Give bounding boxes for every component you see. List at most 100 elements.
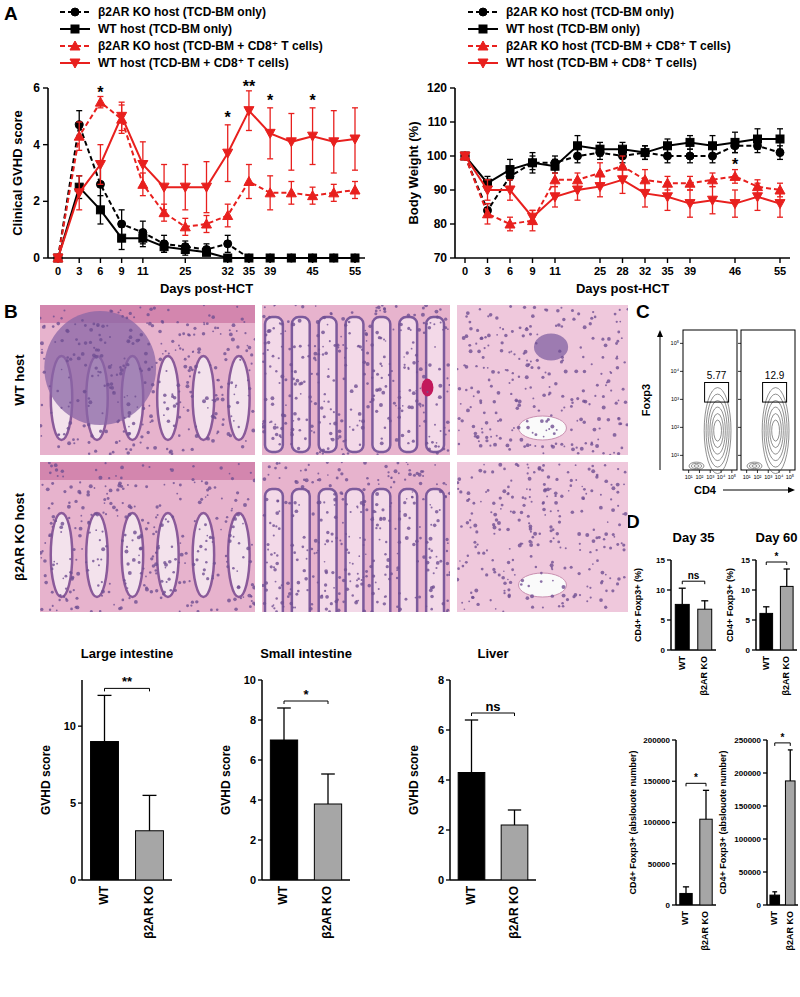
tissue-detail [490,385,493,388]
tissue-detail [358,345,360,347]
tissue-detail [207,494,209,496]
tissue-detail [550,563,554,567]
tissue-detail [267,543,270,546]
tissue-detail [617,505,619,507]
tissue-detail [585,493,587,495]
tissue-detail [627,308,628,311]
tissue-detail [475,343,477,345]
tissue-detail [317,353,320,356]
tissue-detail [527,585,530,588]
tissue-detail [148,405,150,407]
tissue-detail [601,580,604,583]
tissue-detail [104,341,106,343]
tissue-detail [278,357,280,359]
tissue-detail [159,504,162,507]
tissue-detail [231,338,235,342]
tissue-detail [419,526,421,528]
figure: ABCDWT hostβ2AR KO host02460369112532353… [0,0,800,997]
tissue-detail [40,551,43,555]
tissue-detail [322,346,324,348]
tissue-detail [388,520,391,523]
tissue-detail [128,504,132,508]
tissue-detail [379,403,383,407]
tissue-detail [324,583,327,586]
tissue-detail [617,577,621,581]
tissue-detail [560,443,563,446]
tissue-detail [506,369,508,371]
tissue-detail [570,566,573,569]
tissue-detail [529,543,533,547]
tissue-detail [390,502,392,504]
tissue-detail [88,400,92,404]
tissue-detail [605,574,607,576]
tissue-detail [425,541,428,544]
tissue-detail [373,395,376,398]
tissue-detail [348,321,351,324]
tissue-detail [348,332,350,334]
tissue-detail [371,398,375,402]
tissue-detail [418,473,422,477]
tissue-detail [235,386,237,388]
tissue-detail [156,546,160,550]
tissue-detail [202,573,205,576]
tissue-detail [319,451,321,453]
tissue-detail [149,308,153,312]
error-cap [119,226,125,227]
tissue-detail [80,515,82,517]
tissue-detail [79,492,82,495]
tissue-detail [376,601,379,604]
tissue-detail [288,394,291,397]
tissue-detail [178,390,180,392]
tissue-detail [206,535,208,537]
tissue-detail [237,585,240,588]
tissue-detail [590,596,592,598]
tissue-detail [295,593,298,596]
tissue-detail [363,538,366,541]
tissue-detail [326,531,329,534]
tissue-detail [422,375,426,379]
tissue-detail [63,490,66,493]
tissue-detail [376,523,379,526]
tissue-detail [551,445,553,447]
tissue-detail [470,526,472,528]
tissue-detail [559,515,562,518]
tissue-detail [499,496,502,499]
tissue-detail [528,522,530,524]
plot-area [53,91,360,263]
tissue-detail [357,573,359,575]
tissue-detail [115,441,118,444]
tissue-detail [602,356,605,359]
tissue-detail [372,510,375,513]
tissue-detail [308,345,310,347]
tissue-detail [344,357,346,359]
tissue-detail [226,516,228,518]
tissue-detail [420,387,422,389]
tissue-detail [48,507,50,509]
tissue-detail [561,356,564,359]
tissue-detail [46,487,50,491]
tissue-detail [178,561,180,563]
tissue-detail [406,351,409,354]
tissue-detail [359,537,361,539]
tissue-detail [468,321,471,324]
tissue-detail [580,346,582,348]
tissue-detail [520,511,523,514]
tissue-detail [117,401,119,403]
tissue-detail [365,508,368,511]
tissue-detail [616,582,619,585]
tissue-detail [476,435,480,439]
tissue-detail [583,370,586,373]
tissue-detail [597,417,601,421]
tissue-detail [290,588,292,590]
tissue-detail [624,361,626,363]
tissue-detail [342,453,345,455]
tissue-detail [590,317,593,320]
y-tick-label: 4 [33,138,40,152]
tissue-detail [385,385,388,388]
point [181,246,189,254]
tissue-detail [200,498,203,501]
tissue-detail [292,606,294,608]
tissue-detail [540,572,543,575]
tissue-detail [76,399,79,402]
tissue-detail [480,337,483,340]
